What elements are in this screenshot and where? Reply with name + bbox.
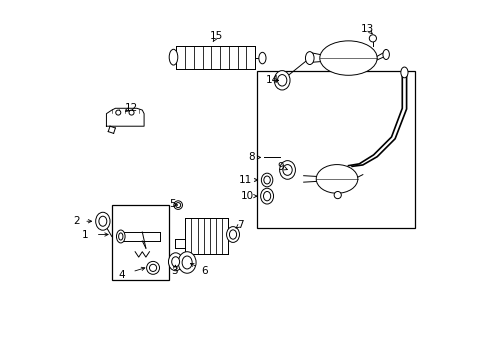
Ellipse shape xyxy=(274,71,289,90)
Text: 13: 13 xyxy=(360,24,373,34)
Text: 2: 2 xyxy=(73,216,80,226)
Ellipse shape xyxy=(260,188,273,204)
Ellipse shape xyxy=(333,192,341,199)
Bar xyxy=(185,45,194,69)
Bar xyxy=(257,71,414,228)
Ellipse shape xyxy=(116,230,125,243)
Text: 10: 10 xyxy=(240,191,253,201)
Ellipse shape xyxy=(119,233,122,240)
Ellipse shape xyxy=(99,216,106,226)
Text: 6: 6 xyxy=(202,266,208,276)
Text: 11: 11 xyxy=(239,175,252,185)
Ellipse shape xyxy=(116,110,121,115)
Ellipse shape xyxy=(263,192,270,201)
Ellipse shape xyxy=(169,49,178,65)
Ellipse shape xyxy=(319,41,376,75)
Text: 3: 3 xyxy=(171,266,178,276)
Ellipse shape xyxy=(178,252,196,273)
Ellipse shape xyxy=(368,35,376,42)
Ellipse shape xyxy=(149,264,156,271)
Text: 5: 5 xyxy=(168,199,175,210)
Bar xyxy=(176,45,185,69)
Text: 14: 14 xyxy=(265,75,278,85)
Ellipse shape xyxy=(129,110,134,115)
Text: 8: 8 xyxy=(248,152,254,162)
Bar xyxy=(185,218,191,253)
Bar xyxy=(216,218,222,253)
Ellipse shape xyxy=(277,75,286,86)
Bar xyxy=(202,45,211,69)
Ellipse shape xyxy=(316,165,357,193)
Text: 1: 1 xyxy=(81,230,88,239)
Text: 4: 4 xyxy=(118,270,124,280)
Ellipse shape xyxy=(282,165,292,175)
Ellipse shape xyxy=(146,261,159,274)
Bar xyxy=(222,218,228,253)
Bar xyxy=(191,218,197,253)
Ellipse shape xyxy=(261,173,272,187)
Bar xyxy=(112,205,169,280)
Ellipse shape xyxy=(168,253,183,271)
Ellipse shape xyxy=(258,52,265,64)
Ellipse shape xyxy=(182,256,192,269)
Ellipse shape xyxy=(226,226,239,242)
Bar xyxy=(197,218,203,253)
Ellipse shape xyxy=(175,203,180,208)
Bar xyxy=(211,45,220,69)
Ellipse shape xyxy=(382,49,388,59)
Text: 9: 9 xyxy=(277,162,283,172)
Ellipse shape xyxy=(305,51,313,64)
Text: 7: 7 xyxy=(236,220,243,230)
Ellipse shape xyxy=(229,230,236,239)
Bar xyxy=(209,218,216,253)
Bar xyxy=(220,45,228,69)
Ellipse shape xyxy=(174,201,182,210)
Text: 15: 15 xyxy=(209,31,223,41)
Bar xyxy=(203,218,209,253)
Ellipse shape xyxy=(96,212,110,230)
Bar xyxy=(194,45,202,69)
Bar xyxy=(237,45,246,69)
Bar xyxy=(228,45,237,69)
Text: 12: 12 xyxy=(124,103,138,113)
Ellipse shape xyxy=(264,176,270,184)
Ellipse shape xyxy=(171,257,179,267)
Bar xyxy=(246,45,255,69)
Ellipse shape xyxy=(279,161,295,179)
Ellipse shape xyxy=(400,67,407,78)
